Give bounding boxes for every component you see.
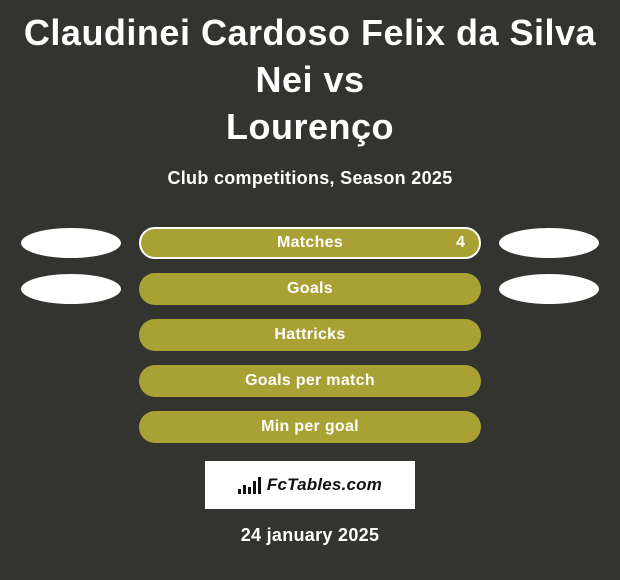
stat-label: Goals [287,280,333,298]
right-oval [499,228,599,258]
title-line-1: Claudinei Cardoso Felix da Silva Nei vs [24,12,596,100]
stat-label: Matches [277,234,343,252]
footer-badge: FcTables.com [205,461,415,509]
left-spacer [21,366,121,396]
stat-row: Min per goal [10,411,610,443]
page-title: Claudinei Cardoso Felix da Silva Nei vs … [0,0,620,150]
left-spacer [21,320,121,350]
stat-label: Min per goal [261,418,359,436]
stat-label: Goals per match [245,372,375,390]
stat-pill: Goals per match [139,365,481,397]
stat-pill: Hattricks [139,319,481,351]
stat-row: Hattricks [10,319,610,351]
stat-pill: Min per goal [139,411,481,443]
left-oval [21,228,121,258]
stat-label: Hattricks [274,326,345,344]
right-spacer [499,412,599,442]
bar-chart-icon [238,476,261,494]
stat-pill: Matches 4 [139,227,481,259]
title-line-2: Lourenço [226,106,394,147]
left-spacer [21,412,121,442]
stats-rows: Matches 4 Goals Hattricks Goals per match Min… [0,227,620,443]
right-spacer [499,320,599,350]
stat-row: Matches 4 [10,227,610,259]
stat-row: Goals [10,273,610,305]
right-oval [499,274,599,304]
right-spacer [499,366,599,396]
left-oval [21,274,121,304]
stat-value: 4 [456,234,465,252]
stat-row: Goals per match [10,365,610,397]
stat-pill: Goals [139,273,481,305]
footer-badge-text: FcTables.com [267,475,382,495]
footer-date: 24 january 2025 [0,525,620,546]
page-subtitle: Club competitions, Season 2025 [0,168,620,189]
